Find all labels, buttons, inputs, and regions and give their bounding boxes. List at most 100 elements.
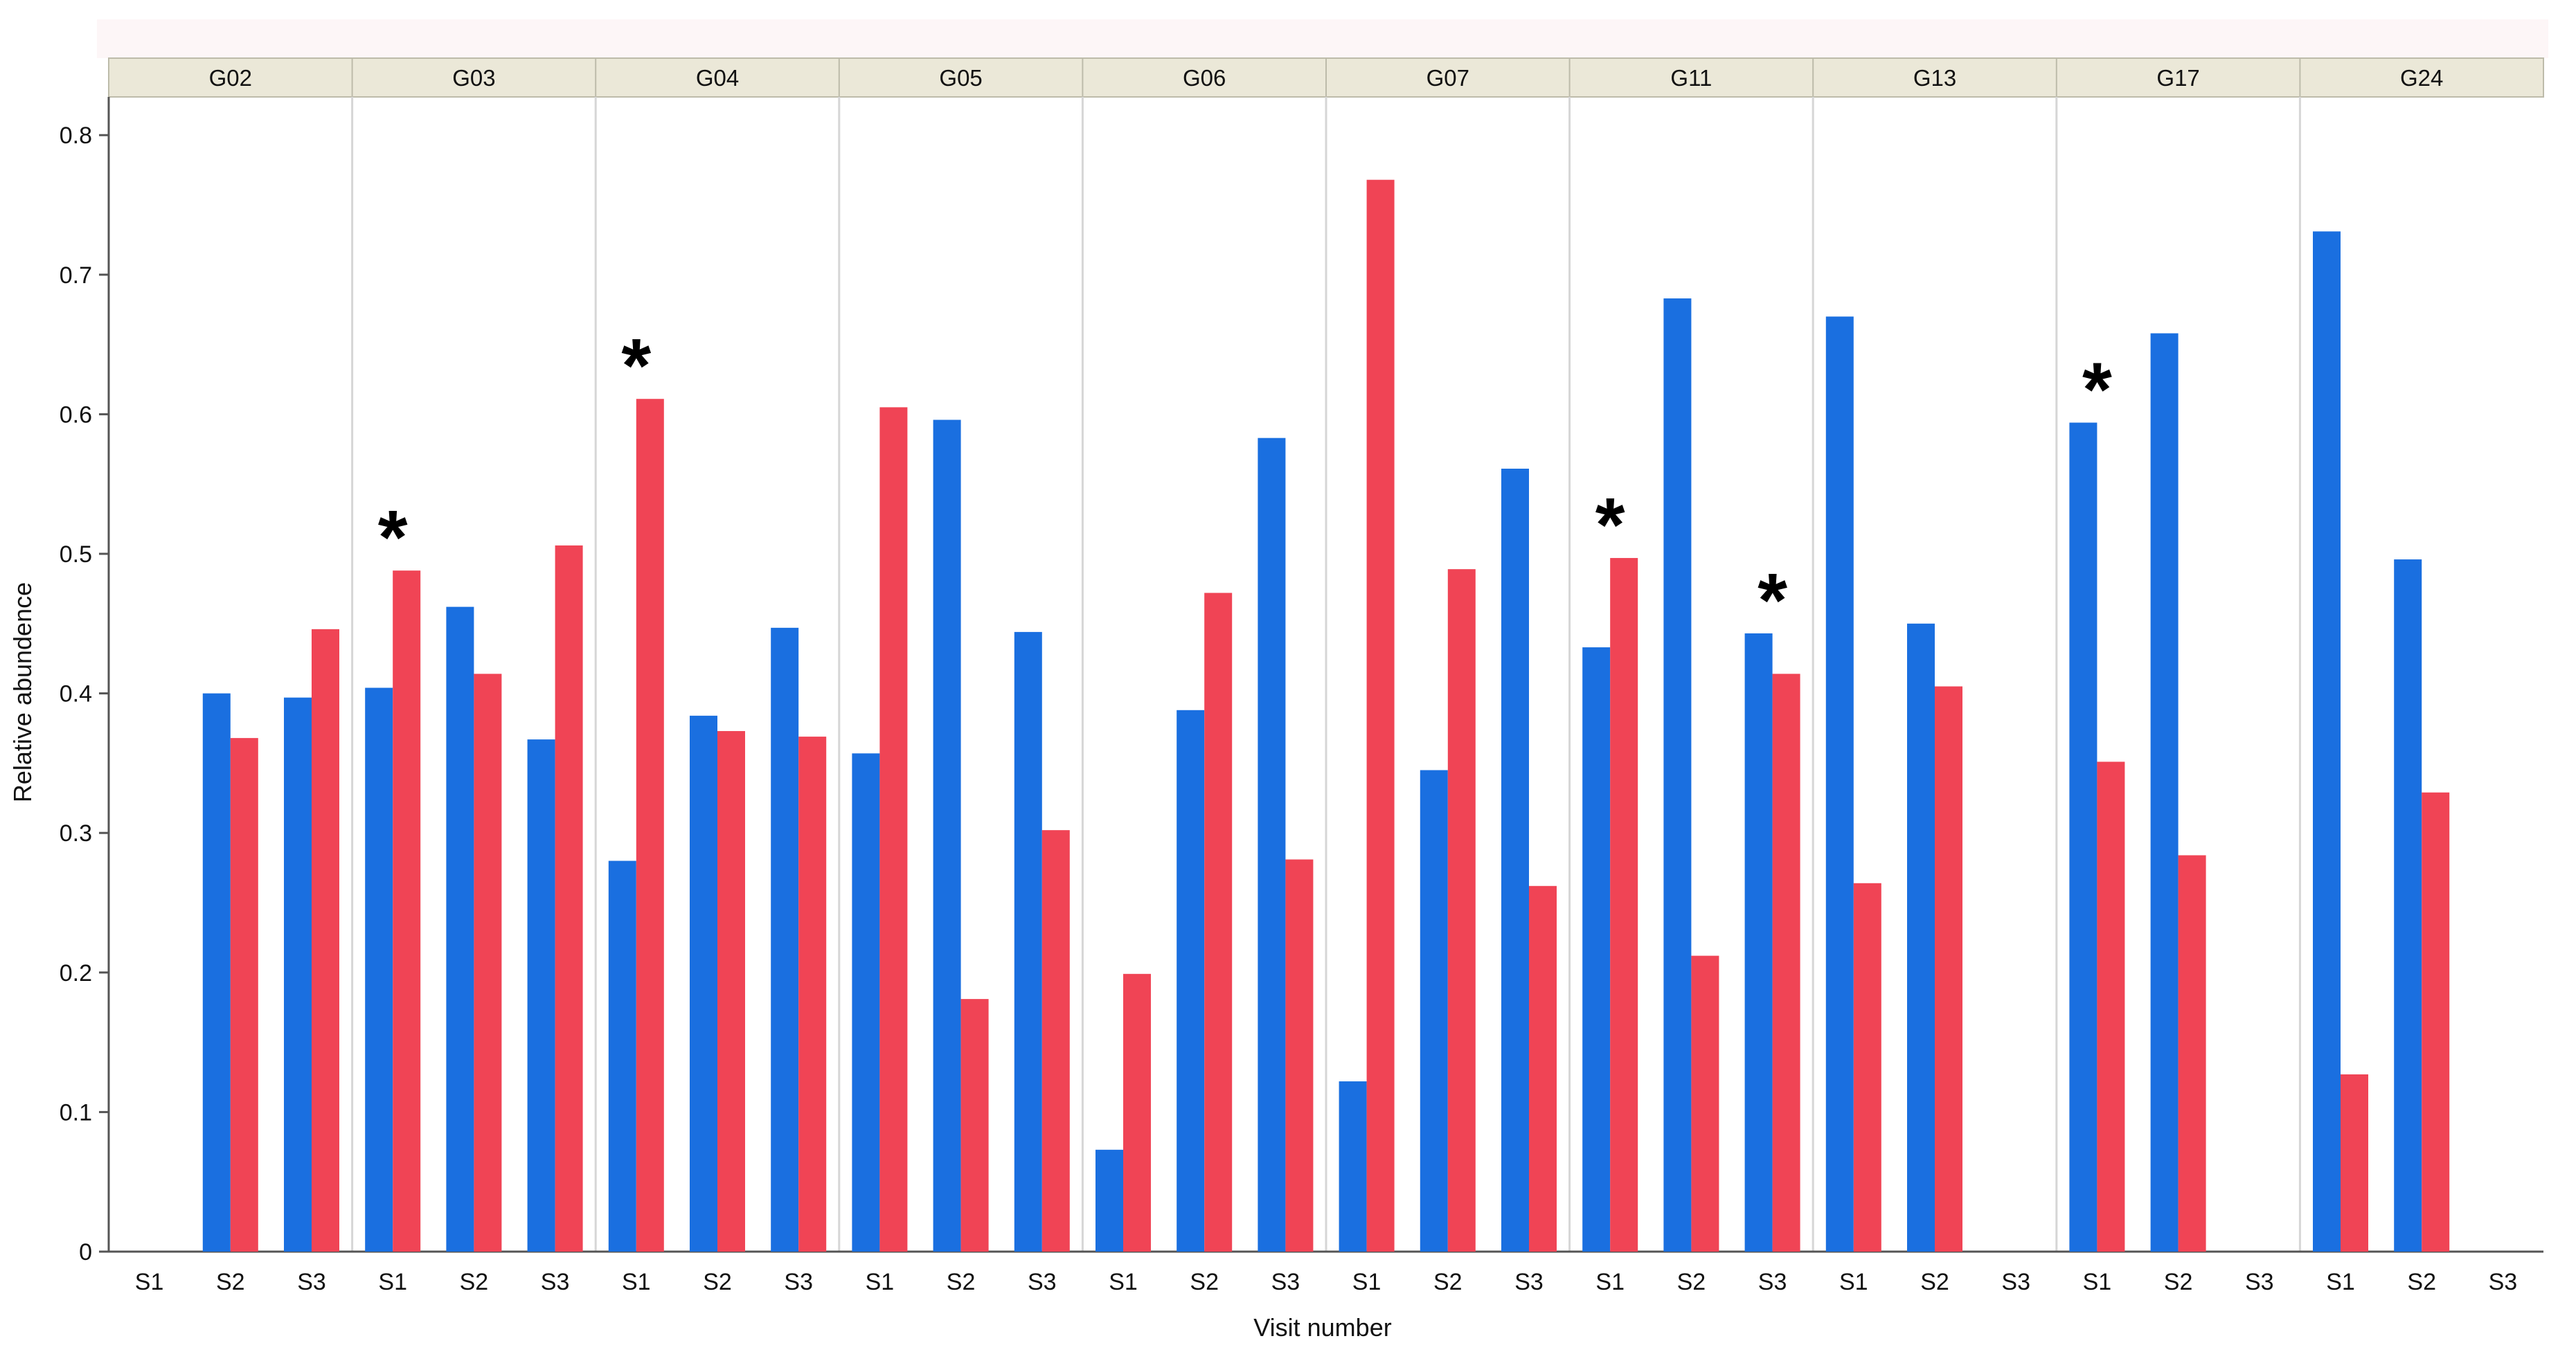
facet-label-g13: G13 [1913, 65, 1956, 91]
x-tick-g04-s3: S3 [784, 1269, 813, 1295]
facet-label-g24: G24 [2400, 65, 2443, 91]
top-band [97, 19, 2548, 58]
bars [202, 179, 2450, 1252]
bar-blue-g06-s3 [1258, 438, 1286, 1252]
facet-label-g17: G17 [2156, 65, 2199, 91]
x-tick-g02-s3: S3 [297, 1269, 326, 1295]
bar-blue-g07-s1 [1339, 1081, 1367, 1252]
bar-red-g13-s2 [1935, 686, 1962, 1252]
facet-label-g05: G05 [939, 65, 982, 91]
x-tick-g05-s1: S1 [866, 1269, 895, 1295]
significance-star-g17-s1: * [2082, 347, 2112, 432]
bar-red-g17-s2 [2178, 855, 2206, 1252]
bar-blue-g17-s1 [2069, 422, 2098, 1252]
bar-red-g24-s2 [2422, 792, 2450, 1252]
bar-blue-g11-s3 [1744, 633, 1773, 1252]
x-tick-g06-s3: S3 [1271, 1269, 1300, 1295]
x-tick-g06-s2: S2 [1190, 1269, 1219, 1295]
x-tick-g13-s1: S1 [1839, 1269, 1868, 1295]
x-axis-title: Visit number [1253, 1313, 1391, 1342]
axes: 0 0.1 0.2 0.3 0.4 0.5 0.6 0.7 0.8 [60, 97, 2543, 1265]
bar-blue-g03-s2 [446, 606, 474, 1252]
bar-red-g13-s1 [1853, 883, 1881, 1252]
bar-red-g02-s2 [230, 738, 258, 1252]
bar-red-g07-s2 [1447, 569, 1476, 1252]
x-tick-g07-s1: S1 [1352, 1269, 1381, 1295]
bar-blue-g05-s1 [852, 753, 880, 1252]
bar-blue-g07-s2 [1420, 770, 1448, 1252]
bar-red-g24-s1 [2341, 1074, 2368, 1252]
bar-red-g17-s1 [2097, 761, 2125, 1252]
x-tick-g17-s3: S3 [2245, 1269, 2274, 1295]
bar-blue-g02-s3 [284, 697, 312, 1252]
x-tick-g24-s2: S2 [2407, 1269, 2436, 1295]
panel-strips: G02 G03 G04 G05 G06 G07 G11 G13 G17 G24 [108, 57, 2544, 98]
x-tick-g02-s1: S1 [135, 1269, 164, 1295]
significance-star-g04-s1: * [621, 323, 651, 408]
x-tick-g05-s3: S3 [1028, 1269, 1057, 1295]
x-tick-g05-s2: S2 [947, 1269, 976, 1295]
bar-blue-g07-s3 [1501, 469, 1529, 1252]
facet-label-g06: G06 [1183, 65, 1226, 91]
x-tick-g03-s1: S1 [378, 1269, 407, 1295]
facet-label-g07: G07 [1426, 65, 1469, 91]
y-tick-label: 0.3 [60, 820, 92, 847]
x-tick-g17-s2: S2 [2164, 1269, 2193, 1295]
x-tick-g04-s1: S1 [622, 1269, 651, 1295]
bar-blue-g05-s3 [1014, 631, 1042, 1252]
x-tick-g06-s1: S1 [1109, 1269, 1138, 1295]
x-tick-g11-s2: S2 [1677, 1269, 1706, 1295]
bar-blue-g13-s1 [1825, 316, 1854, 1252]
bar-red-g06-s2 [1204, 593, 1233, 1252]
significance-star-g11-s3: * [1757, 558, 1787, 643]
significance-star-g11-s1: * [1595, 483, 1625, 568]
y-tick-label: 0.4 [60, 681, 92, 707]
bar-blue-g17-s2 [2150, 333, 2179, 1252]
bar-blue-g03-s1 [365, 687, 393, 1252]
bar-red-g03-s3 [555, 545, 583, 1252]
x-tick-g07-s2: S2 [1433, 1269, 1463, 1295]
y-tick-label: 0.6 [60, 402, 92, 428]
y-tick-label: 0 [79, 1239, 92, 1265]
bar-red-g07-s3 [1529, 885, 1557, 1252]
x-tick-g07-s3: S3 [1514, 1269, 1544, 1295]
facet-label-g02: G02 [209, 65, 252, 91]
bar-red-g07-s1 [1366, 179, 1395, 1252]
facet-label-g11: G11 [1670, 65, 1712, 91]
x-tick-labels: S1 S2 S3 S1 S2 S3 S1 S2 S3 S1 S2 S3 S1 S2 S3 S1 S2 S3 S1 S2… [135, 1269, 2517, 1295]
y-tick-label: 0.1 [60, 1099, 92, 1126]
x-tick-g04-s2: S2 [703, 1269, 732, 1295]
x-tick-g02-s2: S2 [216, 1269, 245, 1295]
significance-stars: * * * * * [378, 323, 2112, 643]
bar-red-g02-s3 [312, 629, 339, 1252]
bar-blue-g11-s1 [1582, 647, 1611, 1252]
x-tick-g24-s3: S3 [2489, 1269, 2518, 1295]
panel-dividers [351, 97, 2301, 1252]
x-tick-g11-s3: S3 [1758, 1269, 1787, 1295]
bar-blue-g13-s2 [1907, 623, 1935, 1252]
bar-red-g05-s1 [879, 407, 908, 1252]
facet-label-g04: G04 [696, 65, 739, 91]
bar-red-g06-s1 [1123, 973, 1151, 1252]
x-tick-g24-s1: S1 [2326, 1269, 2355, 1295]
bar-blue-g11-s2 [1663, 298, 1692, 1252]
facet-label-g03: G03 [452, 65, 495, 91]
bar-red-g04-s3 [798, 737, 827, 1252]
bar-red-g03-s1 [393, 570, 421, 1252]
bar-red-g06-s3 [1285, 859, 1314, 1252]
bar-blue-g04-s3 [771, 627, 799, 1252]
bar-blue-g04-s1 [608, 860, 636, 1252]
x-tick-g13-s2: S2 [1920, 1269, 1949, 1295]
y-axis-title: Relative abundence [8, 582, 37, 802]
bar-red-g03-s2 [474, 674, 502, 1252]
y-tick-label: 0.2 [60, 960, 92, 986]
bar-red-g04-s1 [636, 399, 664, 1252]
bar-red-g05-s2 [960, 999, 989, 1252]
y-tick-label: 0.8 [60, 123, 92, 149]
bar-red-g04-s2 [717, 731, 745, 1252]
bar-red-g11-s3 [1772, 674, 1800, 1252]
bar-blue-g06-s1 [1095, 1149, 1123, 1252]
bar-blue-g03-s3 [527, 739, 555, 1252]
x-tick-g13-s3: S3 [2001, 1269, 2030, 1295]
